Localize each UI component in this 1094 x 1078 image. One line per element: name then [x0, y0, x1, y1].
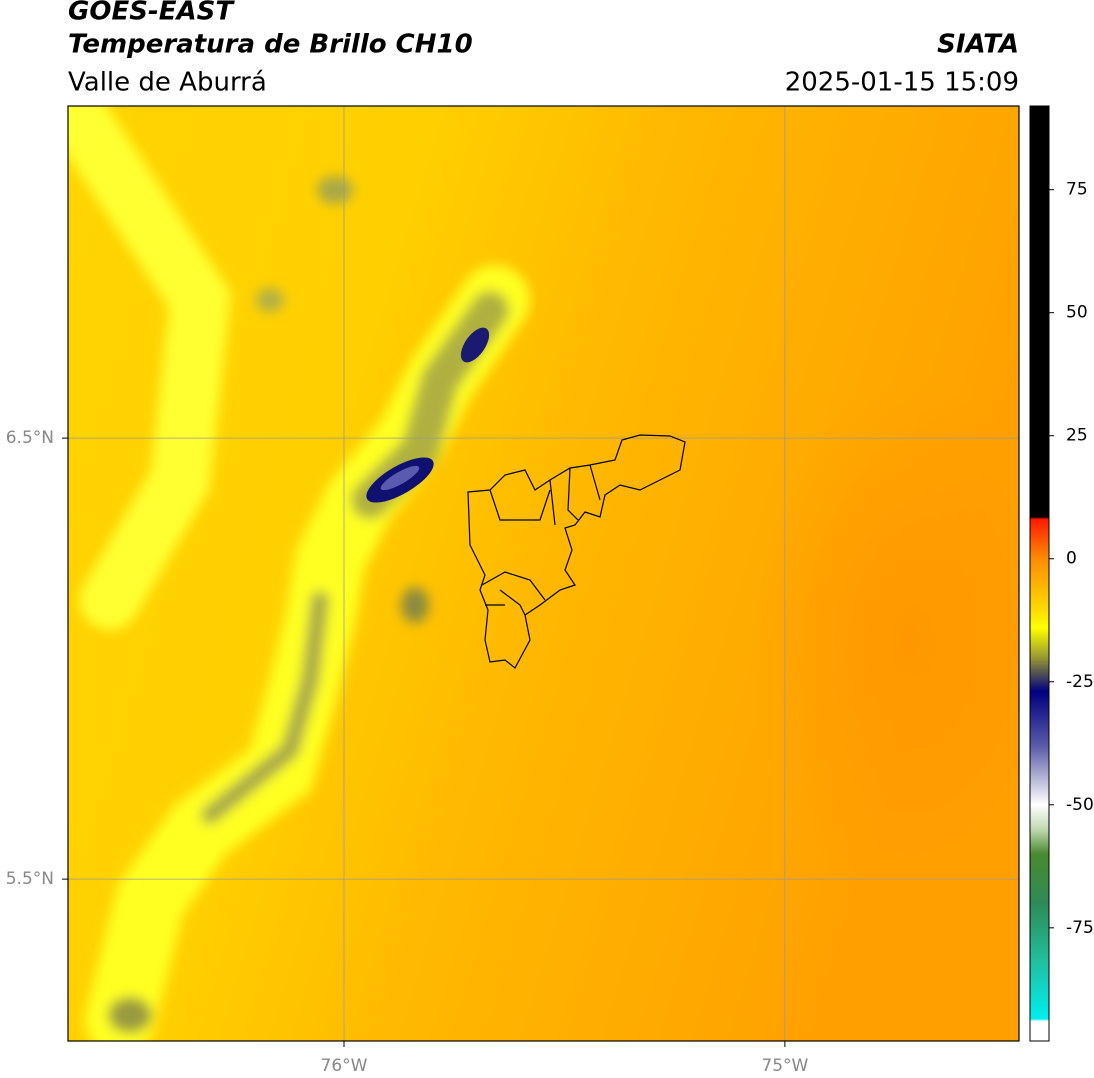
title: GOES-EAST [68, 0, 235, 27]
colorbar [1029, 105, 1050, 1042]
region: Valle de Aburrá [68, 68, 267, 98]
colorbar-tick-label: 50 [1066, 303, 1088, 323]
colorbar-tick-label: -75 [1066, 918, 1094, 938]
warm-region [750, 380, 1019, 900]
colorbar-tick-label: 75 [1066, 180, 1088, 200]
map-frame [67, 105, 1020, 1042]
x-tick-label: 75°W [761, 1056, 808, 1076]
satellite-image [68, 106, 1019, 1041]
cold-cloud [460, 327, 490, 363]
cold-cloud [380, 465, 420, 491]
colorbar-tick-label: -50 [1066, 795, 1094, 815]
subtitle: Temperatura de Brillo CH10 [68, 30, 473, 60]
source: SIATA [937, 30, 1019, 60]
municipal-boundaries [467, 434, 686, 669]
x-tick-label: 76°W [321, 1056, 368, 1076]
colorbar-tick-label: 0 [1066, 549, 1077, 569]
y-tick-label: 5.5°N [6, 869, 54, 889]
y-tick-label: 6.5°N [6, 428, 54, 448]
timestamp: 2025-01-15 15:09 [785, 68, 1019, 98]
colorbar-tick-label: -25 [1066, 672, 1094, 692]
colorbar-tick-label: 25 [1066, 426, 1088, 446]
